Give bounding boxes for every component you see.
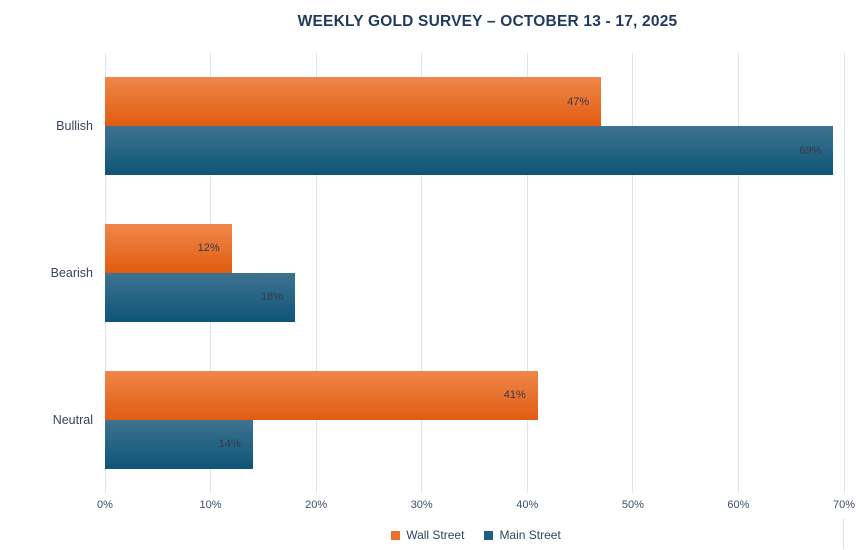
chart-title: WEEKLY GOLD SURVEY – OCTOBER 13 - 17, 20… (297, 13, 678, 30)
bar-value-label: 41% (503, 389, 526, 402)
gridline (421, 53, 423, 493)
bar-main-street: 14% (105, 419, 253, 469)
plot-rows: 47% 69% 12% 18% 41% 14% (105, 53, 844, 493)
plot-area: 47% 69% 12% 18% 41% 14% (104, 53, 845, 493)
bar-wall-street: 47% (105, 77, 602, 127)
category-label: Bullish (56, 119, 93, 134)
legend-swatch-icon (484, 530, 494, 540)
legend: Wall Street Main Street (105, 528, 847, 542)
bar-value-label: 69% (799, 144, 822, 157)
bar-value-label: 47% (567, 95, 590, 108)
category-labels: Bullish Bearish Neutral (0, 53, 93, 493)
legend-item-wall-street: Wall Street (391, 528, 464, 542)
gridline-fragment (843, 519, 844, 549)
legend-swatch-icon (391, 530, 401, 540)
category-label: Bearish (50, 265, 93, 280)
x-tick-label: 10% (199, 499, 222, 511)
legend-label: Main Street (499, 528, 561, 542)
x-tick-label: 0% (97, 499, 113, 511)
x-tick-label: 70% (832, 499, 856, 511)
bar-group: 47% 69% (105, 53, 844, 200)
gridline (526, 53, 528, 493)
bar-group: 12% 18% (105, 200, 844, 347)
bar-value-label: 12% (197, 242, 220, 255)
gridline (843, 53, 845, 493)
x-tick-label: 50% (621, 499, 644, 511)
bar-wall-street: 41% (105, 370, 538, 420)
bar-wall-street: 12% (105, 223, 232, 273)
legend-item-main-street: Main Street (484, 528, 561, 542)
x-axis-ticks: 0% 10% 20% 30% 40% 50% 60% 70% (97, 499, 855, 515)
bar-value-label: 14% (218, 438, 241, 451)
x-tick-label: 20% (305, 499, 328, 511)
bar-main-street: 69% (105, 126, 834, 176)
gridline (632, 53, 634, 493)
bar-group: 41% 14% (105, 346, 844, 493)
x-tick-label: 60% (727, 499, 750, 511)
bar-value-label: 18% (260, 291, 284, 304)
gridline (737, 53, 739, 493)
legend-label: Wall Street (406, 528, 465, 542)
category-label: Neutral (52, 412, 93, 427)
gridline (315, 53, 317, 493)
bar-main-street: 18% (105, 272, 296, 322)
x-tick-label: 30% (410, 499, 433, 511)
x-tick-label: 40% (516, 499, 539, 511)
